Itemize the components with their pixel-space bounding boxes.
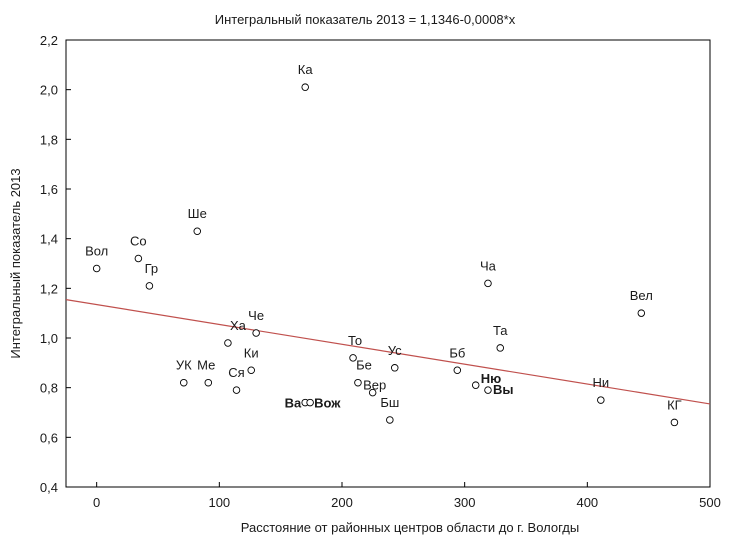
y-tick-label: 1,6 xyxy=(40,182,58,197)
data-point xyxy=(247,366,255,375)
x-tick-label: 0 xyxy=(93,495,100,510)
point-label: Ки xyxy=(244,345,259,360)
y-tick-label: 1,4 xyxy=(40,232,58,247)
regression-line xyxy=(65,299,711,405)
data-point xyxy=(232,386,241,394)
point-label: Вел xyxy=(630,288,653,303)
data-point xyxy=(301,83,309,91)
regression-line-group xyxy=(65,299,711,405)
data-point xyxy=(453,366,462,375)
x-tick-label: 100 xyxy=(208,495,230,510)
data-point xyxy=(193,227,202,235)
point-label: Ус xyxy=(388,343,402,358)
y-tick-label: 0,8 xyxy=(40,381,58,396)
point-label: Бб xyxy=(449,345,465,360)
data-point xyxy=(306,398,314,407)
y-axis-title: Интегральный показатель 2013 xyxy=(8,168,23,358)
y-tick-label: 2,0 xyxy=(40,83,58,98)
point-label: Че xyxy=(248,308,264,323)
data-point xyxy=(134,254,143,263)
data-point xyxy=(145,282,154,290)
point-label: Та xyxy=(493,323,508,338)
point-label: Вы xyxy=(493,382,514,397)
point-label: Вер xyxy=(363,378,386,393)
axis-ticks: 0 100 200 300 400 500 0,4 0,6 0,8 1,0 1,2 1,4 1,6 1,8… xyxy=(40,33,721,510)
point-label: Ха xyxy=(230,318,247,333)
data-point xyxy=(354,378,362,387)
data-point xyxy=(92,264,101,273)
point-label: Ся xyxy=(228,365,244,380)
point-label: Ча xyxy=(480,258,497,273)
y-tick-label: 1,8 xyxy=(40,132,58,147)
y-tick-label: 0,6 xyxy=(40,430,58,445)
point-label: УК xyxy=(176,358,192,373)
data-point xyxy=(484,386,492,394)
data-point xyxy=(390,364,399,372)
y-tick-label: 1,2 xyxy=(40,281,58,296)
point-label: То xyxy=(348,333,362,348)
point-label: Со xyxy=(130,234,147,249)
data-point xyxy=(252,329,260,337)
x-tick-label: 200 xyxy=(331,495,353,510)
data-point xyxy=(670,418,679,427)
data-point xyxy=(471,381,480,389)
data-point xyxy=(368,388,377,397)
point-label: Ню xyxy=(481,371,502,386)
point-label: Ме xyxy=(197,358,215,373)
y-tick-label: 1,0 xyxy=(40,331,58,346)
chart-title: Интегральный показатель 2013 = 1,1346-0,… xyxy=(215,12,516,27)
point-label: КГ xyxy=(667,397,682,412)
x-tick-label: 500 xyxy=(699,495,721,510)
point-label: Ка xyxy=(298,62,314,77)
y-tick-label: 0,4 xyxy=(40,480,58,495)
point-label: Бш xyxy=(380,395,399,410)
point-label: Вож xyxy=(314,396,341,411)
data-point xyxy=(180,378,188,387)
data-point xyxy=(637,309,646,317)
data-point xyxy=(204,378,213,387)
data-point xyxy=(386,416,394,424)
data-point xyxy=(484,279,492,288)
point-label: Вол xyxy=(85,243,108,258)
data-point xyxy=(496,344,504,352)
data-point xyxy=(349,354,357,362)
x-axis-title: Расстояние от районных центров области д… xyxy=(241,520,579,535)
x-tick-label: 400 xyxy=(576,495,598,510)
plot-area-frame xyxy=(65,39,711,488)
point-label: Гр xyxy=(145,261,159,276)
data-point xyxy=(224,339,232,347)
y-tick-label: 2,2 xyxy=(40,33,58,48)
point-label: Ше xyxy=(188,206,207,221)
point-label: Ва xyxy=(285,396,302,411)
data-point xyxy=(597,396,605,404)
point-label: Ни xyxy=(592,375,609,390)
point-label: Бе xyxy=(356,358,372,373)
x-tick-label: 300 xyxy=(454,495,476,510)
